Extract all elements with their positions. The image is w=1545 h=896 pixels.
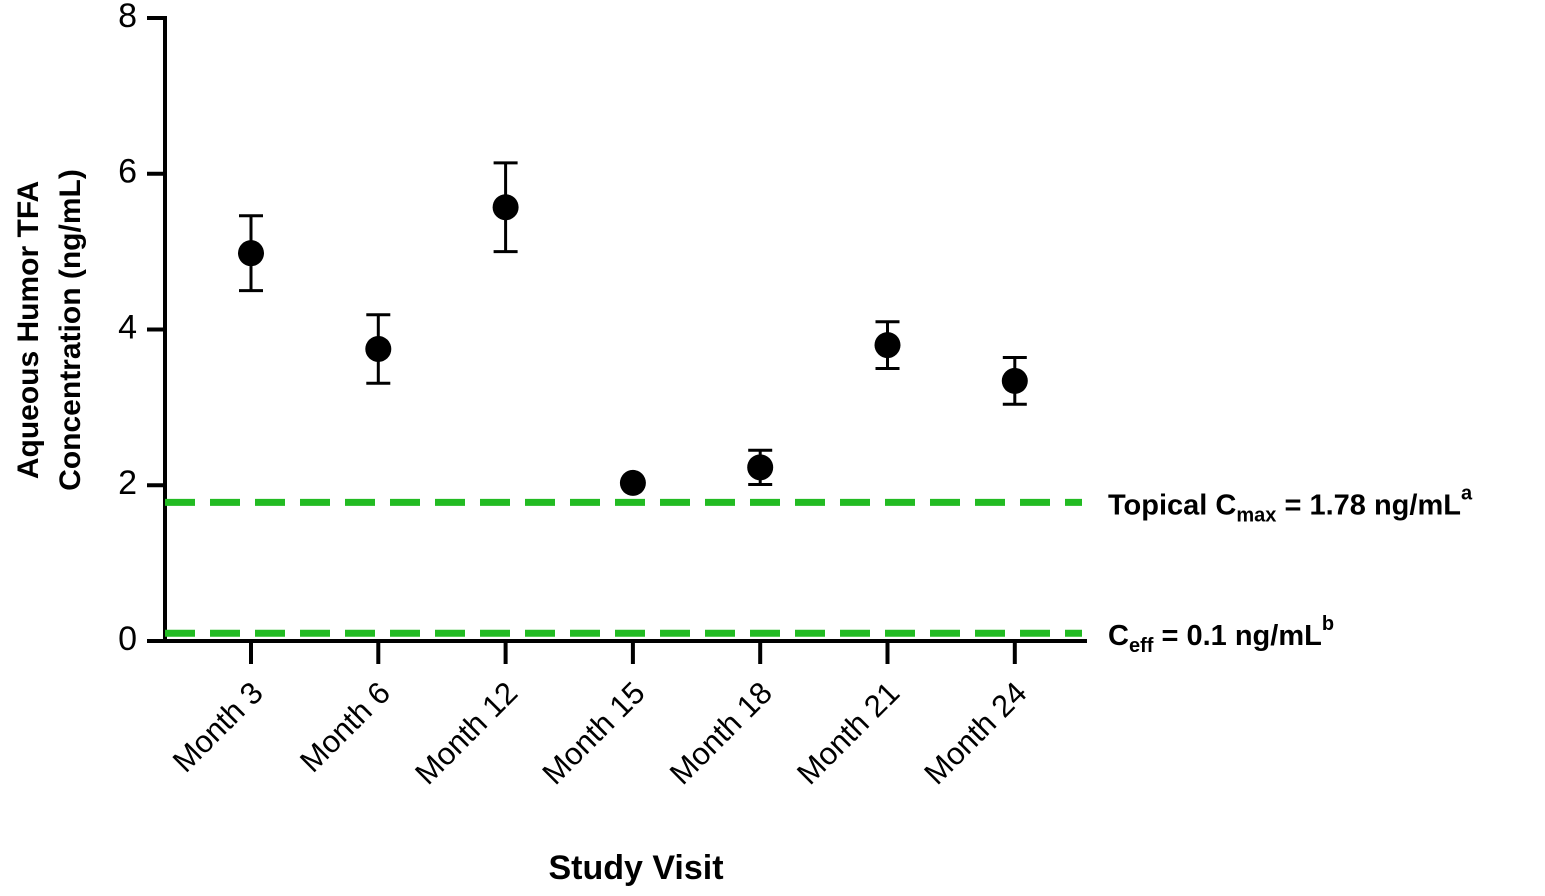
- y-tick-label: 2: [118, 464, 137, 502]
- y-tick-label: 4: [118, 308, 137, 346]
- x-tick-label: Month 21: [790, 675, 906, 791]
- reference-label-text: C: [1108, 620, 1129, 652]
- y-axis-label: Aqueous Humor TFA Concentration (ng/mL): [12, 169, 87, 491]
- x-tick-label: Month 18: [663, 675, 779, 791]
- x-tick-label: Month 3: [166, 675, 270, 779]
- reference-label-text: Topical C: [1108, 489, 1236, 521]
- point: [238, 240, 264, 267]
- point: [492, 194, 519, 221]
- x-tick-label: Month 24: [917, 675, 1033, 791]
- x-axis-label: Study Visit: [548, 849, 723, 887]
- reference-label-sup: a: [1461, 483, 1473, 505]
- x-tick-label: Month 15: [535, 675, 651, 791]
- point: [365, 335, 392, 362]
- reference-label: Topical Cmax = 1.78 ng/mLa: [1108, 483, 1473, 527]
- reference-label: Ceff = 0.1 ng/mLb: [1108, 613, 1334, 657]
- reference-label-rest: = 0.1 ng/mL: [1153, 620, 1321, 652]
- point: [874, 332, 901, 359]
- x-tick-label: Month 12: [408, 675, 524, 791]
- y-axis-label-line: Aqueous Humor TFA: [12, 181, 45, 479]
- point: [1001, 367, 1028, 394]
- reference-label-sup: b: [1322, 613, 1334, 635]
- point: [747, 454, 774, 481]
- y-tick-label: 8: [118, 0, 137, 35]
- reference-label-rest: = 1.78 ng/mL: [1276, 489, 1461, 521]
- y-tick-label: 0: [118, 620, 137, 658]
- x-tick-label: Month 6: [293, 675, 397, 779]
- point: [619, 469, 646, 496]
- y-axis-label-line: Concentration (ng/mL): [54, 169, 87, 491]
- reference-label-sub: eff: [1129, 635, 1154, 657]
- reference-label-sub: max: [1236, 505, 1276, 527]
- y-tick-label: 6: [118, 153, 137, 191]
